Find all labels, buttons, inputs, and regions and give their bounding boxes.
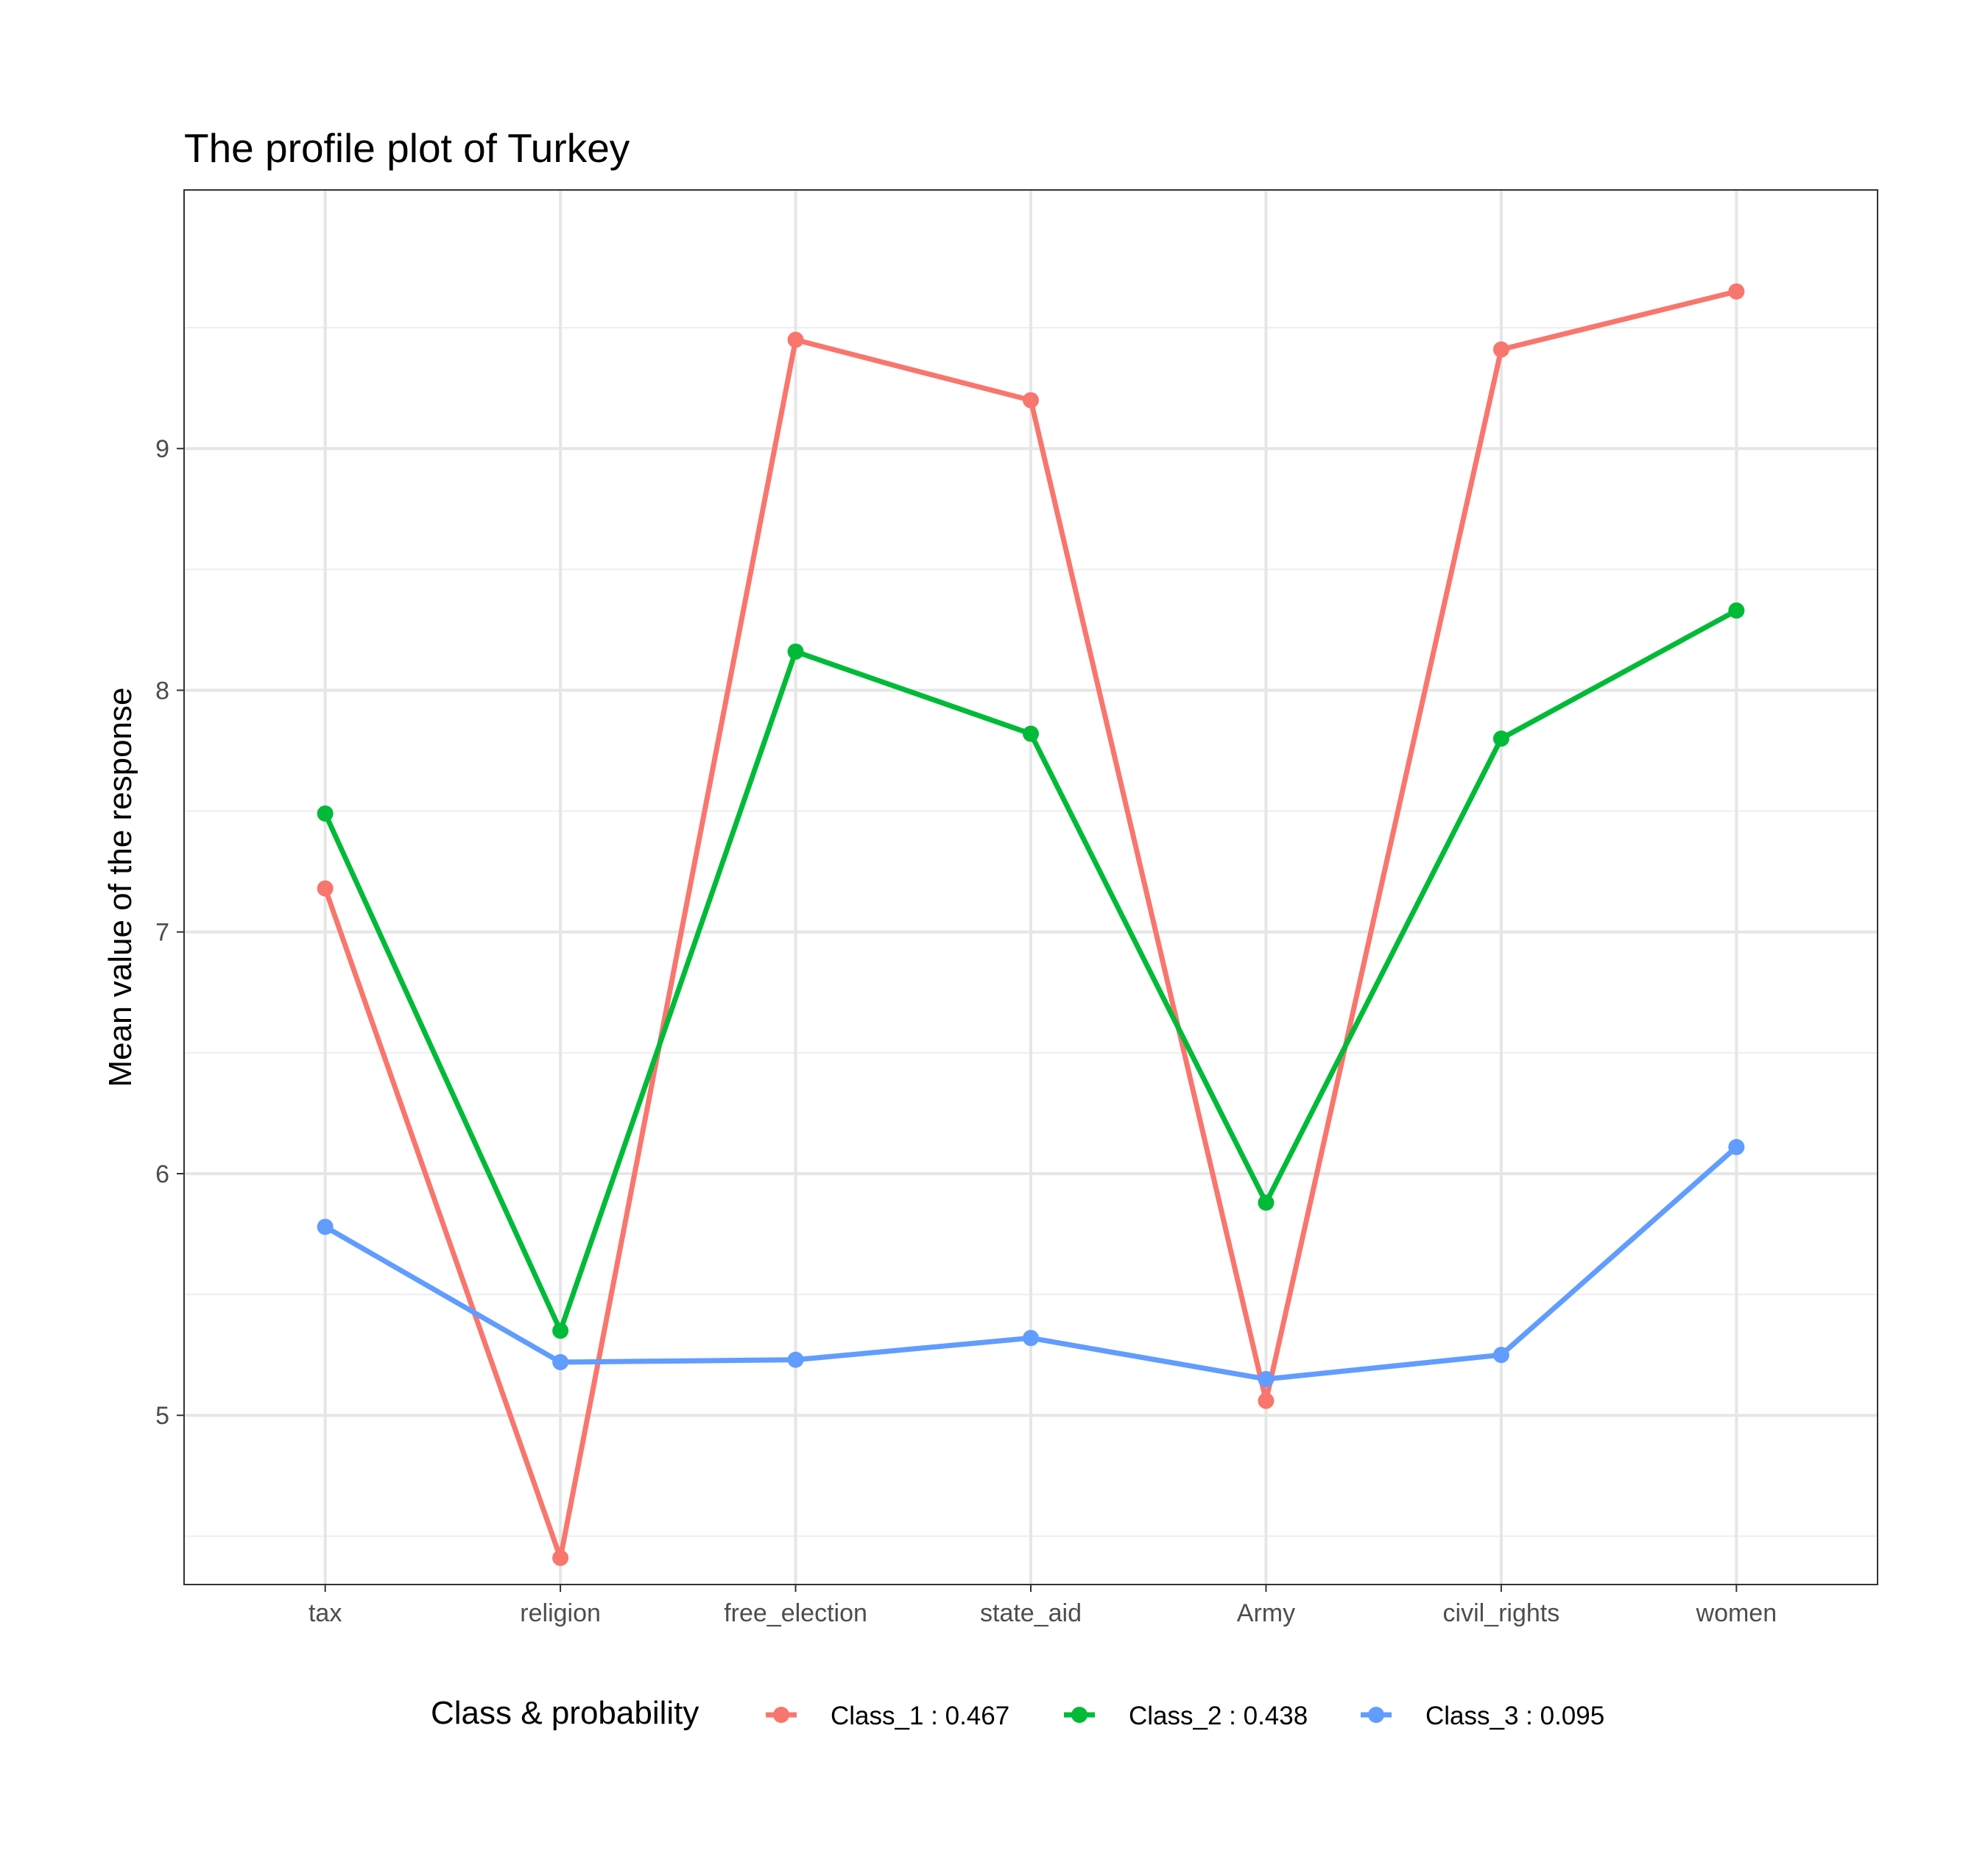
x-tick-label-tax: tax (309, 1599, 342, 1627)
data-point (1728, 602, 1745, 619)
data-point (787, 1351, 804, 1368)
y-tick-label: 7 (155, 919, 169, 947)
x-tick-label-civil-rights: civil_rights (1443, 1599, 1560, 1627)
legend-key-point (1071, 1707, 1088, 1723)
data-point (1258, 1392, 1275, 1409)
data-point (317, 805, 334, 822)
y-axis-title: Mean value of the response (102, 687, 138, 1087)
y-tick-label: 9 (155, 435, 169, 463)
data-point (552, 1549, 569, 1566)
data-point (1258, 1194, 1275, 1211)
axes: 5 6 7 8 9 tax religion free_election state_aid Ar… (155, 435, 1777, 1627)
data-point (1023, 725, 1039, 742)
legend-key-point (773, 1707, 789, 1723)
data-point (1492, 730, 1509, 747)
data-point (787, 643, 804, 660)
legend-label: Class_2 : 0.438 (1129, 1702, 1308, 1730)
x-tick-label-state-aid: state_aid (980, 1599, 1082, 1627)
data-point (787, 331, 804, 348)
y-tick-label: 5 (155, 1402, 169, 1430)
data-point (1492, 1347, 1509, 1364)
x-tick-label-army: Army (1237, 1599, 1295, 1627)
series-class-3 (317, 1138, 1745, 1387)
y-tick-label: 6 (155, 1160, 169, 1188)
data-point (1023, 1330, 1039, 1347)
data-point (317, 1219, 334, 1236)
data-point (552, 1322, 569, 1339)
series-class-1 (317, 283, 1745, 1566)
legend-label: Class_3 : 0.095 (1425, 1702, 1604, 1730)
chart-title: The profile plot of Turkey (184, 125, 630, 171)
legend-label: Class_1 : 0.467 (831, 1702, 1009, 1730)
legend-title: Class & probability (431, 1695, 699, 1731)
data-point (1492, 341, 1509, 358)
data-point (552, 1354, 569, 1371)
series-layer (317, 283, 1745, 1566)
legend-item-class-1: Class_1 : 0.467 (766, 1702, 1009, 1730)
y-tick-label: 8 (155, 677, 169, 705)
data-point (1258, 1370, 1275, 1387)
x-tick-label-women: women (1696, 1599, 1777, 1627)
data-point (1728, 283, 1745, 300)
x-tick-label-religion: religion (520, 1599, 601, 1627)
data-point (1023, 392, 1039, 409)
legend-item-class-2: Class_2 : 0.438 (1064, 1702, 1308, 1730)
series-class-2 (317, 602, 1745, 1339)
legend: Class & probability Class_1 : 0.467 Class… (431, 1695, 1604, 1731)
legend-key-point (1368, 1707, 1384, 1723)
legend-item-class-3: Class_3 : 0.095 (1361, 1702, 1604, 1730)
data-point (1728, 1138, 1745, 1155)
x-tick-label-free-election: free_election (724, 1599, 867, 1627)
data-point (317, 880, 334, 897)
